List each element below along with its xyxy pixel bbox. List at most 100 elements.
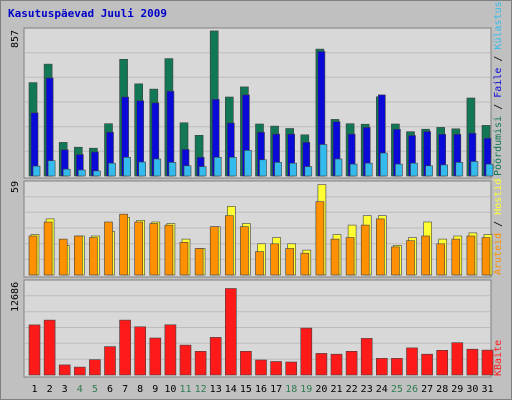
legend-separator: / [493, 50, 504, 68]
day-label-19: 19 [300, 384, 312, 395]
bar-kbaite-day-3 [58, 364, 71, 376]
bar-aruteid-day-28 [436, 243, 446, 276]
day-label-5: 5 [92, 384, 98, 395]
top-panel-bars [28, 30, 494, 177]
bar-kbaite-day-27 [421, 353, 433, 376]
bar-aruteid-day-23 [360, 224, 370, 276]
day-label-28: 28 [436, 384, 448, 395]
bar-kbaite-day-20 [315, 353, 328, 376]
day-label-7: 7 [122, 384, 128, 395]
bar-kulastusi-day-5 [93, 170, 101, 177]
bar-kulastusi-day-19 [304, 166, 313, 177]
day-label-25: 25 [391, 384, 403, 395]
bar-aruteid-day-29 [451, 238, 461, 276]
day-label-2: 2 [47, 384, 53, 395]
bar-kbaite-day-5 [89, 359, 101, 376]
bar-kbaite-day-12 [194, 350, 207, 376]
bar-kulastusi-day-15 [244, 150, 252, 177]
day-label-8: 8 [137, 384, 143, 395]
bar-kulastusi-day-13 [213, 157, 222, 177]
bar-kulastusi-day-9 [153, 158, 162, 177]
bar-kbaite-day-18 [285, 361, 298, 376]
bar-aruteid-day-26 [406, 240, 415, 276]
day-label-26: 26 [406, 384, 418, 395]
day-label-27: 27 [421, 384, 433, 395]
day-label-18: 18 [285, 384, 297, 395]
bar-kbaite-day-17 [270, 361, 282, 376]
day-label-11: 11 [179, 384, 191, 395]
legend-label-hostid: Hostid [493, 179, 504, 215]
bar-aruteid-day-18 [285, 248, 295, 276]
bar-kulastusi-day-3 [62, 168, 71, 177]
bar-kulastusi-day-8 [138, 161, 146, 177]
bar-kbaite-day-21 [330, 353, 343, 376]
bar-kulastusi-day-20 [319, 144, 328, 177]
day-label-10: 10 [164, 384, 176, 395]
bar-kulastusi-day-16 [259, 159, 267, 177]
bar-kulastusi-day-1 [32, 165, 41, 177]
bar-aruteid-day-4 [74, 235, 83, 276]
bar-kbaite-day-8 [134, 326, 146, 376]
bar-aruteid-day-19 [300, 252, 310, 276]
bar-kbaite-day-23 [360, 338, 373, 376]
bar-aruteid-day-3 [58, 238, 68, 276]
bar-aruteid-day-21 [330, 238, 340, 276]
top-series-labels: Pöördumisi / Faile / Külastusi [493, 0, 504, 176]
bar-aruteid-day-5 [89, 237, 98, 276]
day-label-1: 1 [31, 384, 37, 395]
bar-kbaite-day-31 [481, 349, 494, 376]
bar-kulastusi-day-25 [395, 163, 403, 177]
bar-kbaite-day-7 [119, 319, 131, 376]
day-label-12: 12 [195, 384, 207, 395]
bar-kulastusi-day-27 [425, 165, 433, 177]
bar-kbaite-day-10 [164, 324, 177, 376]
legend-label-kulastusi: Külastusi [493, 0, 504, 50]
bar-kbaite-day-28 [436, 349, 449, 376]
day-label-22: 22 [346, 384, 358, 395]
bar-kulastusi-day-2 [47, 160, 56, 177]
bar-aruteid-day-11 [179, 242, 189, 276]
legend-label-poordumisi: Pöördumisi [493, 116, 504, 176]
day-label-17: 17 [270, 384, 282, 395]
bar-kbaite-day-29 [451, 342, 464, 376]
bar-kbaite-day-15 [240, 350, 252, 376]
bar-aruteid-day-14 [225, 215, 234, 276]
bar-kbaite-day-16 [255, 359, 267, 376]
bar-aruteid-day-1 [28, 235, 38, 276]
legend-separator: / [493, 98, 504, 116]
bar-kulastusi-day-28 [440, 164, 449, 177]
bar-aruteid-day-27 [421, 235, 430, 276]
day-label-30: 30 [466, 384, 478, 395]
bar-kulastusi-day-26 [410, 162, 418, 177]
day-label-21: 21 [330, 384, 342, 395]
bar-kulastusi-day-30 [470, 161, 479, 177]
bar-kbaite-day-13 [209, 337, 222, 376]
legend-label-faile: Faile [493, 68, 504, 98]
bar-aruteid-day-25 [391, 246, 400, 276]
middle-series-labels: Aruteid / Hostid [493, 179, 504, 275]
top-ymax-label: 857 [10, 30, 21, 48]
bottom-panel-grid [25, 295, 490, 360]
bar-aruteid-day-6 [104, 221, 113, 276]
bar-kulastusi-day-10 [168, 162, 177, 177]
bar-aruteid-day-30 [466, 235, 476, 276]
bar-aruteid-day-2 [43, 221, 53, 276]
top-panel: 857 Pöördumisi / Faile / Külastusi [10, 0, 504, 179]
bar-aruteid-day-9 [149, 223, 159, 276]
bottom-panel-bars [28, 288, 494, 376]
bar-kbaite-day-6 [104, 346, 116, 376]
middle-panel-bars [28, 184, 493, 276]
day-label-3: 3 [62, 384, 68, 395]
day-label-20: 20 [315, 384, 327, 395]
bar-kulastusi-day-6 [108, 162, 116, 177]
bar-kbaite-day-30 [466, 348, 479, 376]
bar-aruteid-day-7 [119, 213, 128, 276]
day-axis-labels: 1 2 3 4 5 6 7 8 9 10 11 12 13 14 15 16 17 18 19 20 21 22 23 24 2… [31, 384, 493, 395]
bar-aruteid-day-15 [240, 226, 249, 276]
day-label-13: 13 [210, 384, 222, 395]
day-label-16: 16 [255, 384, 267, 395]
bar-aruteid-day-22 [345, 237, 355, 276]
bar-kbaite-day-14 [225, 288, 237, 376]
bottom-ymax-label: 12686 [10, 282, 21, 312]
bar-kbaite-day-4 [74, 366, 86, 376]
